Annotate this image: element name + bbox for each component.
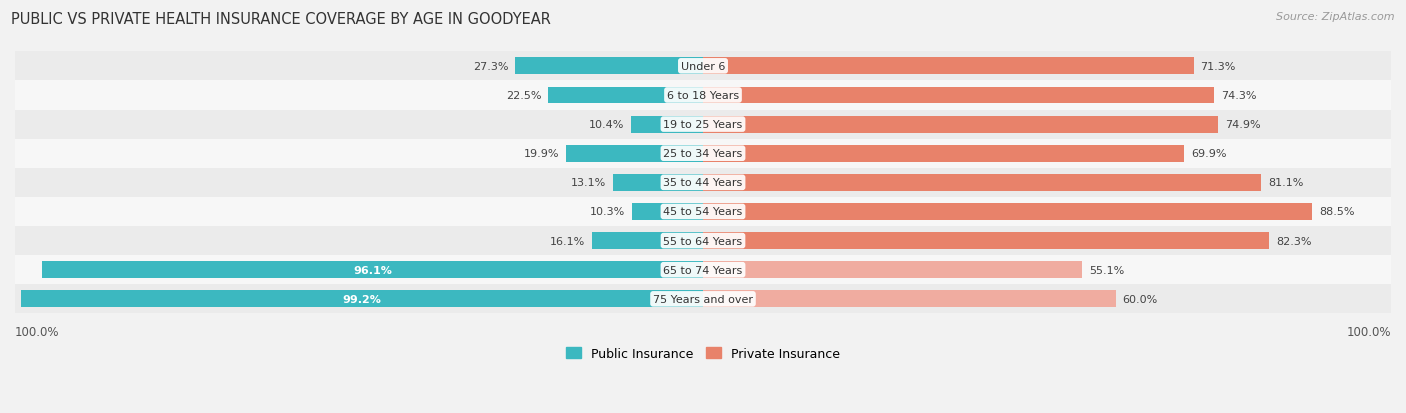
- Text: 81.1%: 81.1%: [1268, 178, 1303, 188]
- Bar: [15, 81, 1391, 110]
- Text: 10.3%: 10.3%: [591, 207, 626, 217]
- Legend: Public Insurance, Private Insurance: Public Insurance, Private Insurance: [561, 342, 845, 365]
- Bar: [703, 204, 1312, 221]
- Bar: [15, 285, 1391, 313]
- Bar: [567, 145, 703, 162]
- Text: 74.9%: 74.9%: [1225, 120, 1261, 130]
- Bar: [15, 139, 1391, 169]
- Text: 10.4%: 10.4%: [589, 120, 624, 130]
- Bar: [703, 58, 1194, 75]
- Bar: [15, 110, 1391, 139]
- Text: 69.9%: 69.9%: [1191, 149, 1226, 159]
- Text: Under 6: Under 6: [681, 62, 725, 71]
- Bar: [548, 87, 703, 104]
- Text: 71.3%: 71.3%: [1201, 62, 1236, 71]
- Bar: [15, 169, 1391, 197]
- Bar: [592, 233, 703, 249]
- Text: 75 Years and over: 75 Years and over: [652, 294, 754, 304]
- Text: PUBLIC VS PRIVATE HEALTH INSURANCE COVERAGE BY AGE IN GOODYEAR: PUBLIC VS PRIVATE HEALTH INSURANCE COVER…: [11, 12, 551, 27]
- Text: 35 to 44 Years: 35 to 44 Years: [664, 178, 742, 188]
- Bar: [613, 174, 703, 191]
- Text: 60.0%: 60.0%: [1122, 294, 1159, 304]
- Bar: [633, 204, 703, 221]
- Bar: [703, 87, 1215, 104]
- Text: 13.1%: 13.1%: [571, 178, 606, 188]
- Bar: [515, 58, 703, 75]
- Text: 19.9%: 19.9%: [523, 149, 560, 159]
- Bar: [631, 116, 703, 133]
- Text: 19 to 25 Years: 19 to 25 Years: [664, 120, 742, 130]
- Text: 45 to 54 Years: 45 to 54 Years: [664, 207, 742, 217]
- Bar: [15, 226, 1391, 256]
- Bar: [21, 291, 703, 308]
- Text: 96.1%: 96.1%: [353, 265, 392, 275]
- Bar: [703, 116, 1219, 133]
- Text: 100.0%: 100.0%: [1347, 325, 1391, 338]
- Text: 22.5%: 22.5%: [506, 91, 541, 101]
- Text: 16.1%: 16.1%: [550, 236, 585, 246]
- Text: 27.3%: 27.3%: [472, 62, 509, 71]
- Bar: [15, 52, 1391, 81]
- Text: 74.3%: 74.3%: [1220, 91, 1257, 101]
- Text: 6 to 18 Years: 6 to 18 Years: [666, 91, 740, 101]
- Bar: [703, 262, 1083, 278]
- Text: 82.3%: 82.3%: [1277, 236, 1312, 246]
- Text: 55 to 64 Years: 55 to 64 Years: [664, 236, 742, 246]
- Text: Source: ZipAtlas.com: Source: ZipAtlas.com: [1277, 12, 1395, 22]
- Bar: [703, 145, 1184, 162]
- Bar: [42, 262, 703, 278]
- Bar: [703, 174, 1261, 191]
- Text: 55.1%: 55.1%: [1090, 265, 1125, 275]
- Bar: [703, 233, 1270, 249]
- Bar: [703, 291, 1116, 308]
- Text: 88.5%: 88.5%: [1319, 207, 1354, 217]
- Text: 25 to 34 Years: 25 to 34 Years: [664, 149, 742, 159]
- Text: 100.0%: 100.0%: [15, 325, 59, 338]
- Bar: [15, 256, 1391, 285]
- Bar: [15, 197, 1391, 226]
- Text: 65 to 74 Years: 65 to 74 Years: [664, 265, 742, 275]
- Text: 99.2%: 99.2%: [342, 294, 381, 304]
